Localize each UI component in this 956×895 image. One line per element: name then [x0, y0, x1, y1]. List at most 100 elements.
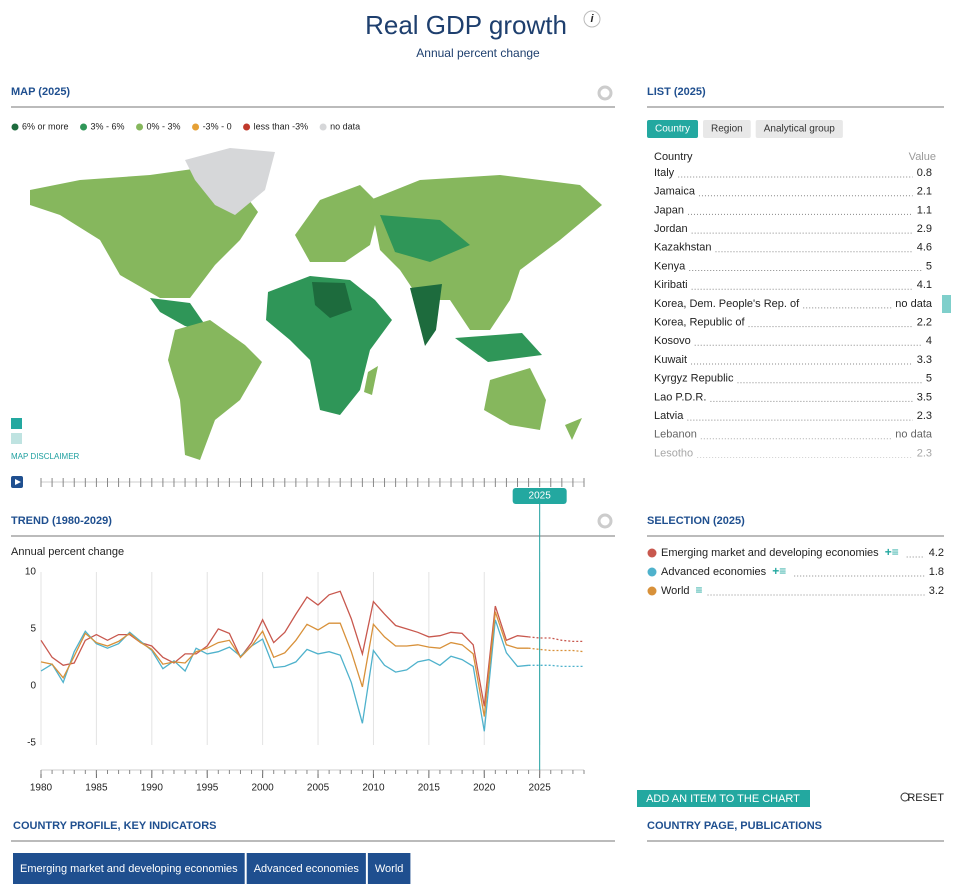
page-title-section: COUNTRY PAGE, PUBLICATIONS	[647, 820, 822, 832]
list-header-country[interactable]: Country	[654, 151, 693, 163]
list-country[interactable]: Jamaica	[654, 186, 696, 198]
list-country[interactable]: Jordan	[654, 223, 688, 235]
world-map	[30, 148, 602, 460]
list-country[interactable]: Korea, Dem. People's Rep. of	[654, 298, 800, 310]
selection-remove[interactable]	[647, 567, 657, 577]
y-tick-label: -5	[27, 737, 36, 748]
list-country[interactable]: Lesotho	[654, 447, 693, 459]
legend-label: 6% or more	[22, 121, 69, 131]
settings-icon[interactable]	[597, 513, 613, 529]
list-value: 2.9	[917, 223, 932, 235]
x-tick-label: 1985	[85, 783, 108, 794]
list-value: no data	[895, 298, 933, 310]
legend-swatch	[319, 123, 327, 131]
tab-label: Analytical group	[764, 124, 836, 135]
selection-icons[interactable]: ≡	[696, 583, 703, 597]
list-value: 5	[926, 260, 932, 272]
x-tick-label: 2025	[529, 783, 552, 794]
year-marker-label-bg[interactable]	[512, 488, 567, 504]
map-title: MAP (2025)	[11, 86, 70, 98]
series-line	[40, 590, 529, 707]
list-country[interactable]: Kenya	[654, 260, 686, 272]
region-central-america[interactable]	[150, 298, 210, 332]
list-country[interactable]: Kyrgyz Republic	[654, 373, 734, 385]
region-europe[interactable]	[295, 185, 380, 262]
list-value: 4	[926, 335, 932, 347]
selection-remove[interactable]	[647, 548, 657, 558]
list-country[interactable]: Italy	[654, 167, 675, 179]
series-projection-line	[528, 647, 585, 653]
add-item-button[interactable]	[637, 790, 810, 807]
series-projection-line	[528, 664, 584, 668]
zoom-out[interactable]	[11, 433, 22, 444]
region-india[interactable]	[410, 284, 442, 346]
tab[interactable]	[703, 120, 751, 138]
list-country[interactable]: Lebanon	[654, 429, 697, 441]
region-madagascar[interactable]	[364, 366, 378, 395]
region-south-america[interactable]	[168, 320, 262, 460]
x-tick-label: 2005	[307, 783, 330, 794]
legend-label: -3% - 0	[203, 121, 232, 131]
list-value: 5	[926, 373, 932, 385]
reset-button[interactable]: RESET	[907, 792, 944, 804]
legend-label: no data	[330, 121, 360, 131]
list-header-value: Value	[909, 151, 936, 163]
legend-swatch	[192, 123, 200, 131]
list-country[interactable]: Kazakhstan	[654, 242, 711, 254]
list-value: 3.3	[917, 354, 932, 366]
tab-label: Region	[711, 124, 743, 135]
series-line	[40, 611, 529, 717]
list-country[interactable]: Korea, Republic of	[654, 317, 745, 329]
year-marker-label: 2025	[529, 491, 552, 502]
zoom-in[interactable]	[11, 418, 22, 429]
list-value: 4.6	[917, 242, 932, 254]
selection-name: World	[661, 585, 690, 597]
y-tick-label: 0	[30, 680, 36, 691]
selection-icons[interactable]: +≡	[885, 545, 899, 559]
list-country[interactable]: Japan	[654, 204, 684, 216]
y-tick-label: 5	[30, 624, 36, 635]
map-disclaimer[interactable]: MAP DISCLAIMER	[11, 452, 80, 461]
selection-title: SELECTION (2025)	[647, 515, 745, 527]
list-value: 2.3	[917, 447, 932, 459]
region-southeast-asia[interactable]	[455, 333, 542, 362]
profile-button[interactable]	[246, 853, 366, 884]
region-greenland[interactable]	[185, 148, 275, 215]
list-country[interactable]: Kosovo	[654, 335, 691, 347]
x-tick-label: 2000	[252, 783, 275, 794]
region-north-africa[interactable]	[312, 282, 352, 318]
tab[interactable]	[647, 120, 699, 138]
region-central-asia[interactable]	[380, 215, 470, 262]
selection-value: 3.2	[929, 585, 944, 597]
x-tick-label: 1995	[196, 783, 219, 794]
selection-value: 1.8	[929, 566, 944, 578]
profile-button[interactable]	[13, 853, 245, 884]
play-icon	[15, 479, 21, 485]
list-country[interactable]: Kiribati	[654, 279, 688, 291]
tab[interactable]	[755, 120, 843, 138]
selection-name: Emerging market and developing economies	[661, 547, 879, 559]
x-tick-label: 1980	[30, 783, 53, 794]
y-axis-label: Annual percent change	[11, 546, 124, 558]
list-country[interactable]: Lao P.D.R.	[654, 391, 706, 403]
region-australia[interactable]	[484, 368, 546, 430]
region-new-zealand[interactable]	[565, 418, 582, 440]
page-title: Real GDP growth	[365, 10, 567, 40]
list-value: 4.1	[917, 279, 932, 291]
profile-button[interactable]	[367, 853, 411, 884]
info-icon[interactable]	[583, 10, 601, 28]
settings-icon[interactable]	[597, 85, 613, 101]
x-tick-label: 2020	[473, 783, 496, 794]
region-north-america[interactable]	[30, 168, 258, 298]
list-scrollbar[interactable]	[942, 295, 951, 313]
selection-icons[interactable]: +≡	[772, 564, 786, 578]
list-country[interactable]: Latvia	[654, 410, 684, 422]
legend-label: 3% - 6%	[91, 121, 125, 131]
list-country[interactable]: Kuwait	[654, 354, 687, 366]
region-africa[interactable]	[266, 276, 392, 415]
list-value: 1.1	[917, 204, 932, 216]
profile-button-label: World	[375, 863, 404, 875]
selection-remove[interactable]	[647, 586, 657, 596]
trend-title: TREND (1980-2029)	[11, 515, 112, 527]
